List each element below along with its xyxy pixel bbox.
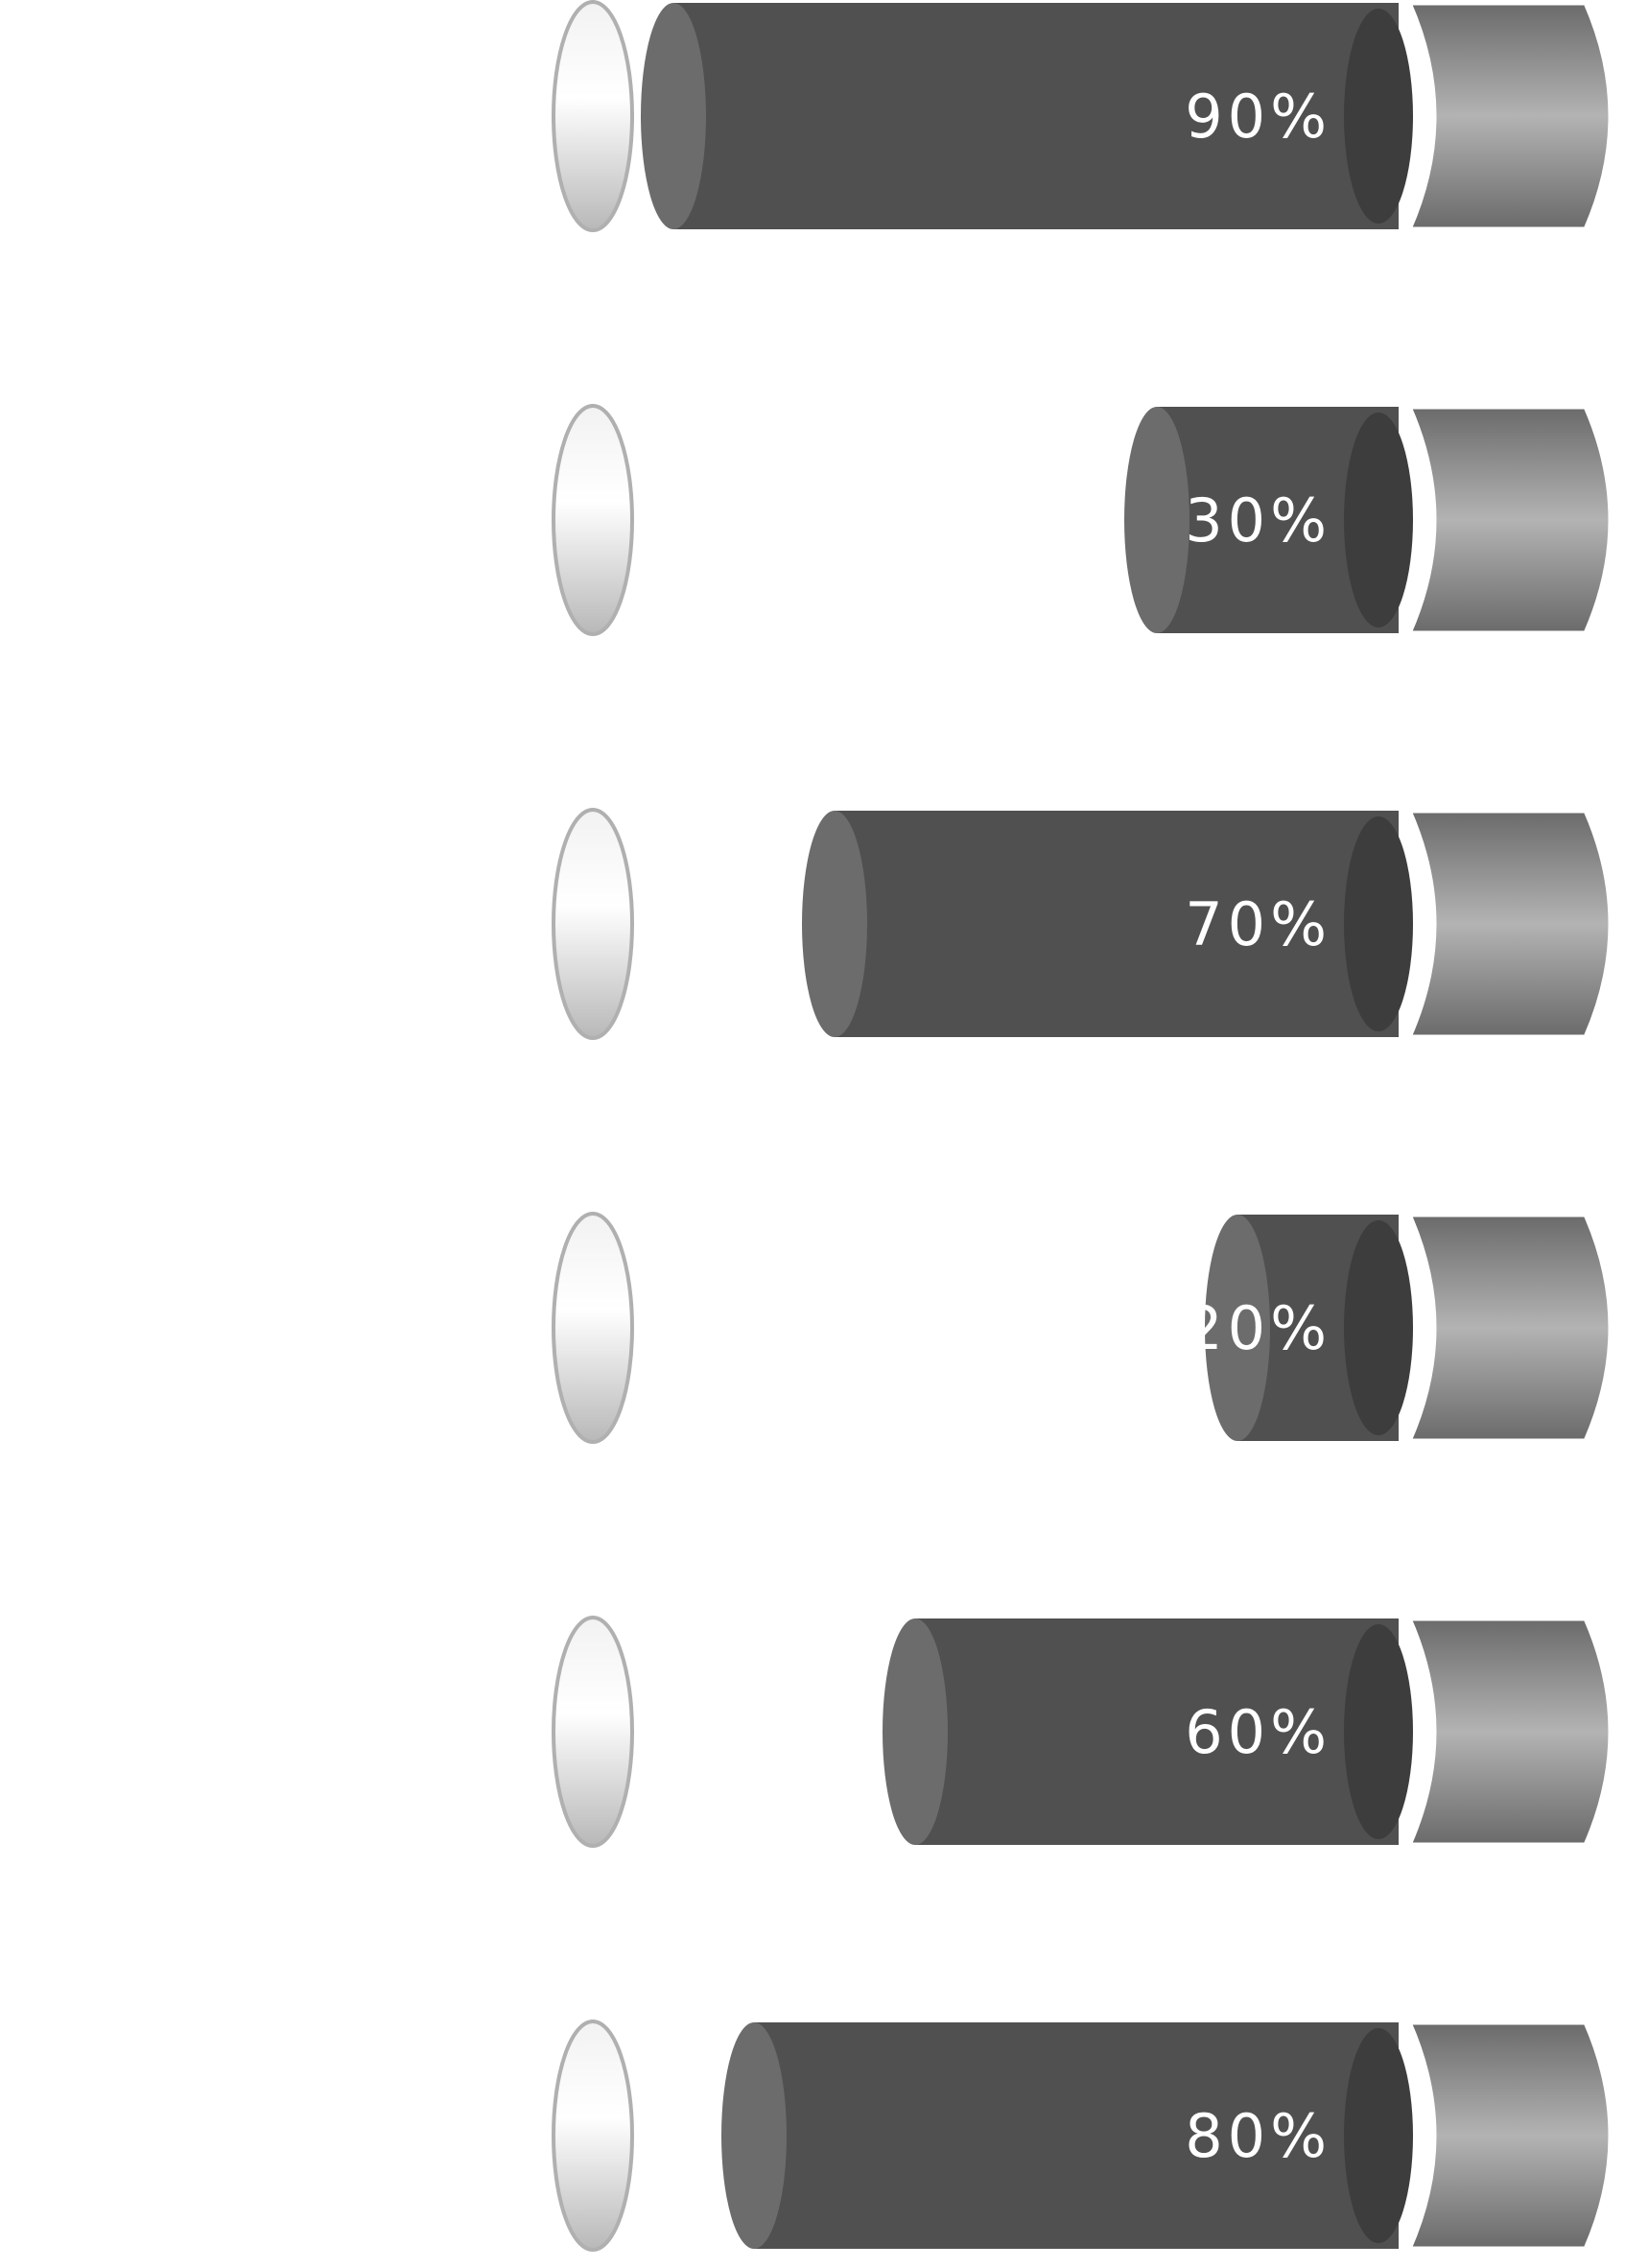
bar-cap-1: [641, 3, 706, 229]
bar-row-3: 70%: [552, 808, 1613, 1040]
bar-label-2: 30%: [1185, 485, 1331, 555]
bar-end-shadow-1: [1344, 9, 1413, 224]
bars-layer: 90% 30% 70% 20% 60% 80%: [552, 0, 1613, 2252]
bar-end-shadow-2: [1344, 413, 1413, 627]
bar-body-5: [915, 1618, 1399, 1845]
bar-body-3: [835, 811, 1399, 1037]
bar-label-5: 60%: [1185, 1697, 1331, 1767]
bar-end-shadow-6: [1344, 2028, 1413, 2243]
bar-label-3: 70%: [1185, 889, 1331, 959]
bar-row-6: 80%: [552, 2020, 1613, 2252]
bar-end-shadow-4: [1344, 1220, 1413, 1435]
bar-end-shadow-3: [1344, 816, 1413, 1031]
bar-row-1: 90%: [552, 0, 1613, 232]
bar-label-1: 90%: [1185, 82, 1331, 152]
track-disc-6: [552, 2020, 634, 2252]
bar-head-1: [1405, 0, 1613, 232]
bar-cap-5: [883, 1618, 948, 1845]
track-disc-4: [552, 1212, 634, 1444]
bar-label-4: 20%: [1185, 1293, 1331, 1363]
bar-row-4: 20%: [552, 1212, 1613, 1444]
bar-cap-6: [721, 2022, 787, 2249]
track-disc-2: [552, 404, 634, 636]
bar-end-shadow-5: [1344, 1624, 1413, 1839]
bar-body-1: [673, 3, 1399, 229]
bar-head-2: [1405, 404, 1613, 636]
bar-row-2: 30%: [552, 404, 1613, 636]
track-disc-5: [552, 1616, 634, 1848]
track-disc-1: [552, 0, 634, 232]
bar-row-5: 60%: [552, 1616, 1613, 1848]
track-disc-3: [552, 808, 634, 1040]
bar-head-6: [1405, 2020, 1613, 2252]
bar-cap-2: [1124, 407, 1189, 633]
bar-body-6: [754, 2022, 1399, 2249]
bar-head-5: [1405, 1616, 1613, 1848]
bar-head-3: [1405, 808, 1613, 1040]
bar-cap-3: [802, 811, 867, 1037]
bar-label-6: 80%: [1185, 2101, 1331, 2171]
bar-head-4: [1405, 1212, 1613, 1444]
bar-cap-4: [1205, 1215, 1270, 1441]
